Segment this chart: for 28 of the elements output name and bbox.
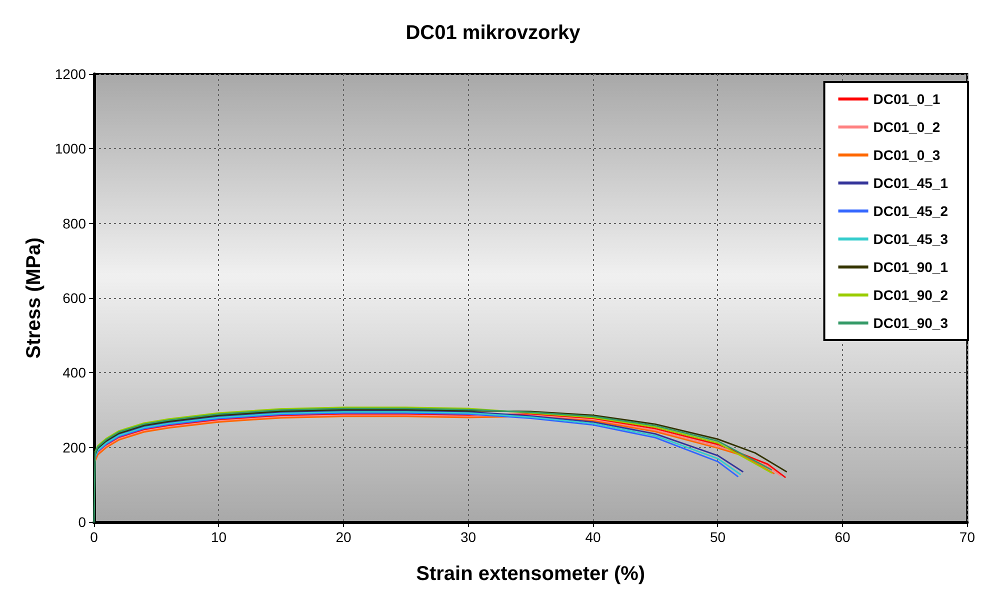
- legend-label: DC01_0_1: [873, 91, 940, 107]
- legend-label: DC01_0_3: [873, 147, 940, 163]
- legend-label: DC01_0_2: [873, 119, 940, 135]
- chart-title: DC01 mikrovzorky: [406, 22, 582, 44]
- y-tick-label: 0: [78, 514, 86, 530]
- y-tick-label: 1000: [54, 140, 86, 157]
- legend-label: DC01_90_1: [873, 259, 948, 275]
- legend-label: DC01_45_3: [873, 231, 948, 247]
- x-tick-label: 10: [210, 529, 227, 545]
- legend-label: DC01_90_2: [873, 287, 948, 303]
- y-tick-label: 800: [62, 215, 86, 232]
- x-tick-label: 70: [959, 529, 976, 545]
- y-tick-label: 600: [62, 290, 86, 306]
- x-tick-label: 50: [710, 529, 726, 545]
- x-tick-label: 40: [585, 529, 601, 545]
- y-tick-label: 200: [62, 439, 86, 456]
- x-tick-label: 60: [834, 529, 850, 545]
- y-axis-title: Stress (MPa): [22, 237, 45, 359]
- legend-label: DC01_45_1: [873, 175, 948, 191]
- x-tick-label: 20: [336, 529, 352, 545]
- x-tick-label: 0: [90, 529, 98, 545]
- legend-label: DC01_45_2: [873, 203, 948, 219]
- x-tick-label: 30: [460, 529, 476, 545]
- y-tick-label: 1200: [54, 66, 86, 82]
- x-axis-title: Strain extensometer (%): [416, 563, 646, 585]
- y-tick-label: 400: [62, 364, 86, 381]
- legend-label: DC01_90_3: [873, 315, 948, 331]
- line-series: [93, 408, 772, 523]
